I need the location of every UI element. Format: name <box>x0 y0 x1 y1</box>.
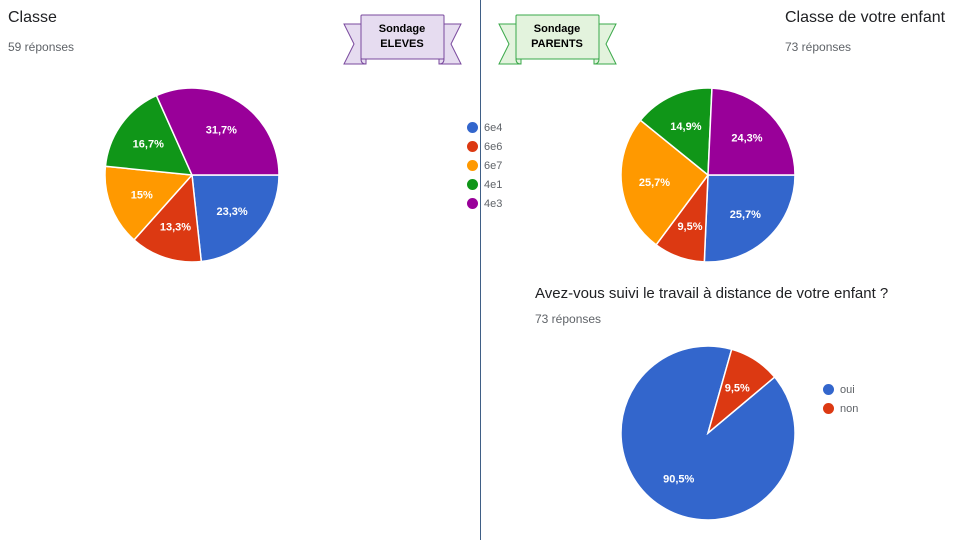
pie1-label-4e3: 24,3% <box>731 133 762 145</box>
legend0-label-4e3: 4e3 <box>484 197 503 210</box>
pie1-label-6e4: 25,7% <box>730 209 761 221</box>
pie0-slice-6e6 <box>132 173 203 263</box>
pie0-label-6e7: 15% <box>131 190 153 202</box>
banner-sondage-eleves: Sondage ELEVES <box>343 14 462 65</box>
center-divider <box>480 0 481 540</box>
banner-left-body <box>360 14 445 60</box>
pie1-label-6e6: 9,5% <box>677 221 702 233</box>
banner-right-fold-left <box>515 58 522 65</box>
legend0-item-6e6: 6e6 <box>467 137 502 156</box>
legend-classe: 6e4 6e6 6e7 4e1 4e3 <box>467 118 502 213</box>
pie2-label-oui: 90,5% <box>663 473 694 485</box>
legend0-item-4e1: 4e1 <box>467 175 502 194</box>
pie2-title: Classe de votre enfant <box>785 9 946 26</box>
pie-classe-parents: 25,7% 9,5% 25,7% 14,9% 24,3% <box>620 87 796 263</box>
pie1-slice-4e3 <box>707 87 796 176</box>
legend2-label-oui: oui <box>840 383 855 396</box>
legend2-item-non: non <box>823 399 858 418</box>
legend2-label-non: non <box>840 402 859 415</box>
banner-left-fold-right <box>438 58 445 65</box>
legend2-swatch-oui <box>823 384 834 395</box>
pie0-label-4e1: 16,7% <box>133 138 164 150</box>
legend0-item-6e7: 6e7 <box>467 156 502 175</box>
pie2-subtitle: 73 réponses <box>785 40 852 54</box>
legend2-item-oui: oui <box>823 380 858 399</box>
pie-classe-eleves: 23,3% 13,3% 15% 16,7% 31,7% <box>104 87 280 263</box>
legend0-label-6e7: 6e7 <box>484 159 503 172</box>
legend2-swatch-non <box>823 403 834 414</box>
pie3-subtitle: 73 réponses <box>535 312 602 326</box>
banner-right-line1: Sondage <box>534 23 580 35</box>
legend0-swatch-4e1 <box>467 179 478 190</box>
pie1-subtitle: 59 réponses <box>8 40 75 54</box>
legend0-item-4e3: 4e3 <box>467 194 502 213</box>
banner-left-fold-left <box>360 58 367 65</box>
banner-sondage-parents: Sondage PARENTS <box>498 14 617 65</box>
pie1-label-4e1: 14,9% <box>670 121 701 133</box>
legend0-swatch-6e4 <box>467 122 478 133</box>
legend0-swatch-6e6 <box>467 141 478 152</box>
pie2-slice-non <box>706 348 776 436</box>
pie1-title: Classe <box>8 9 57 26</box>
pie0-label-6e4: 23,3% <box>217 206 248 218</box>
banner-left-line2: ELEVES <box>380 38 423 50</box>
pie0-slice-4e1 <box>104 94 194 176</box>
legend0-label-4e1: 4e1 <box>484 178 503 191</box>
pie3-title: Avez-vous suivi le travail à distance de… <box>535 285 889 302</box>
legend0-swatch-4e3 <box>467 198 478 209</box>
legend0-item-6e4: 6e4 <box>467 118 502 137</box>
pie-suivi-travail: 90,5% 9,5% <box>620 345 796 521</box>
pie0-slice-6e4 <box>191 174 280 263</box>
pie1-slice-4e1 <box>639 87 713 177</box>
banner-right-line2: PARENTS <box>531 38 583 50</box>
banner-right-fold-right <box>593 58 600 65</box>
legend0-label-6e4: 6e4 <box>484 121 503 134</box>
pie0-slice-4e3 <box>155 87 280 176</box>
pie2-label-non: 9,5% <box>725 383 750 395</box>
pie1-label-6e7: 25,7% <box>639 177 670 189</box>
legend0-swatch-6e7 <box>467 160 478 171</box>
pie0-label-6e6: 13,3% <box>160 221 191 233</box>
pie0-label-4e3: 31,7% <box>206 125 237 137</box>
pie1-slice-6e7 <box>620 119 710 246</box>
banner-left-line1: Sondage <box>379 23 425 35</box>
pie0-slice-6e7 <box>104 165 194 241</box>
legend-suivi: oui non <box>823 380 858 418</box>
pie1-slice-6e4 <box>703 174 796 263</box>
legend0-label-6e6: 6e6 <box>484 140 503 153</box>
banner-right-body <box>515 14 600 60</box>
